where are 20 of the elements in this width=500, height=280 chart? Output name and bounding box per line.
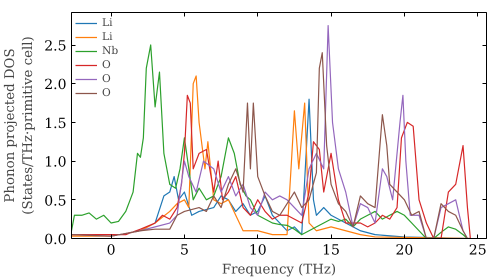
x-tick-label: 25 (468, 242, 487, 258)
x-axis-title: Frequency (THz) (222, 262, 336, 278)
x-tick-label: 5 (180, 242, 189, 258)
legend-label: O (102, 72, 112, 85)
y-tick-label: 1.0 (44, 154, 66, 171)
legend-label: Li (102, 16, 114, 29)
y-tick-label: 2.0 (44, 77, 66, 94)
legend-label: Nb (102, 44, 120, 57)
legend-label: Li (102, 30, 114, 43)
legend-label: O (102, 86, 112, 99)
legend-label: O (102, 58, 112, 71)
y-tick-label: 1.5 (44, 116, 66, 132)
x-tick-label: 0 (106, 242, 116, 258)
x-tick-label: 20 (395, 242, 414, 258)
y-tick-label: 0.0 (44, 232, 66, 248)
y-axis-title: Phonon projected DOS (States/THz·primitive cell) (3, 36, 36, 215)
x-tick-label: 15 (322, 242, 340, 258)
y-tick-label: 0.5 (44, 193, 66, 210)
x-tick-label: 10 (248, 242, 267, 258)
y-tick-label: 2.5 (44, 38, 66, 55)
